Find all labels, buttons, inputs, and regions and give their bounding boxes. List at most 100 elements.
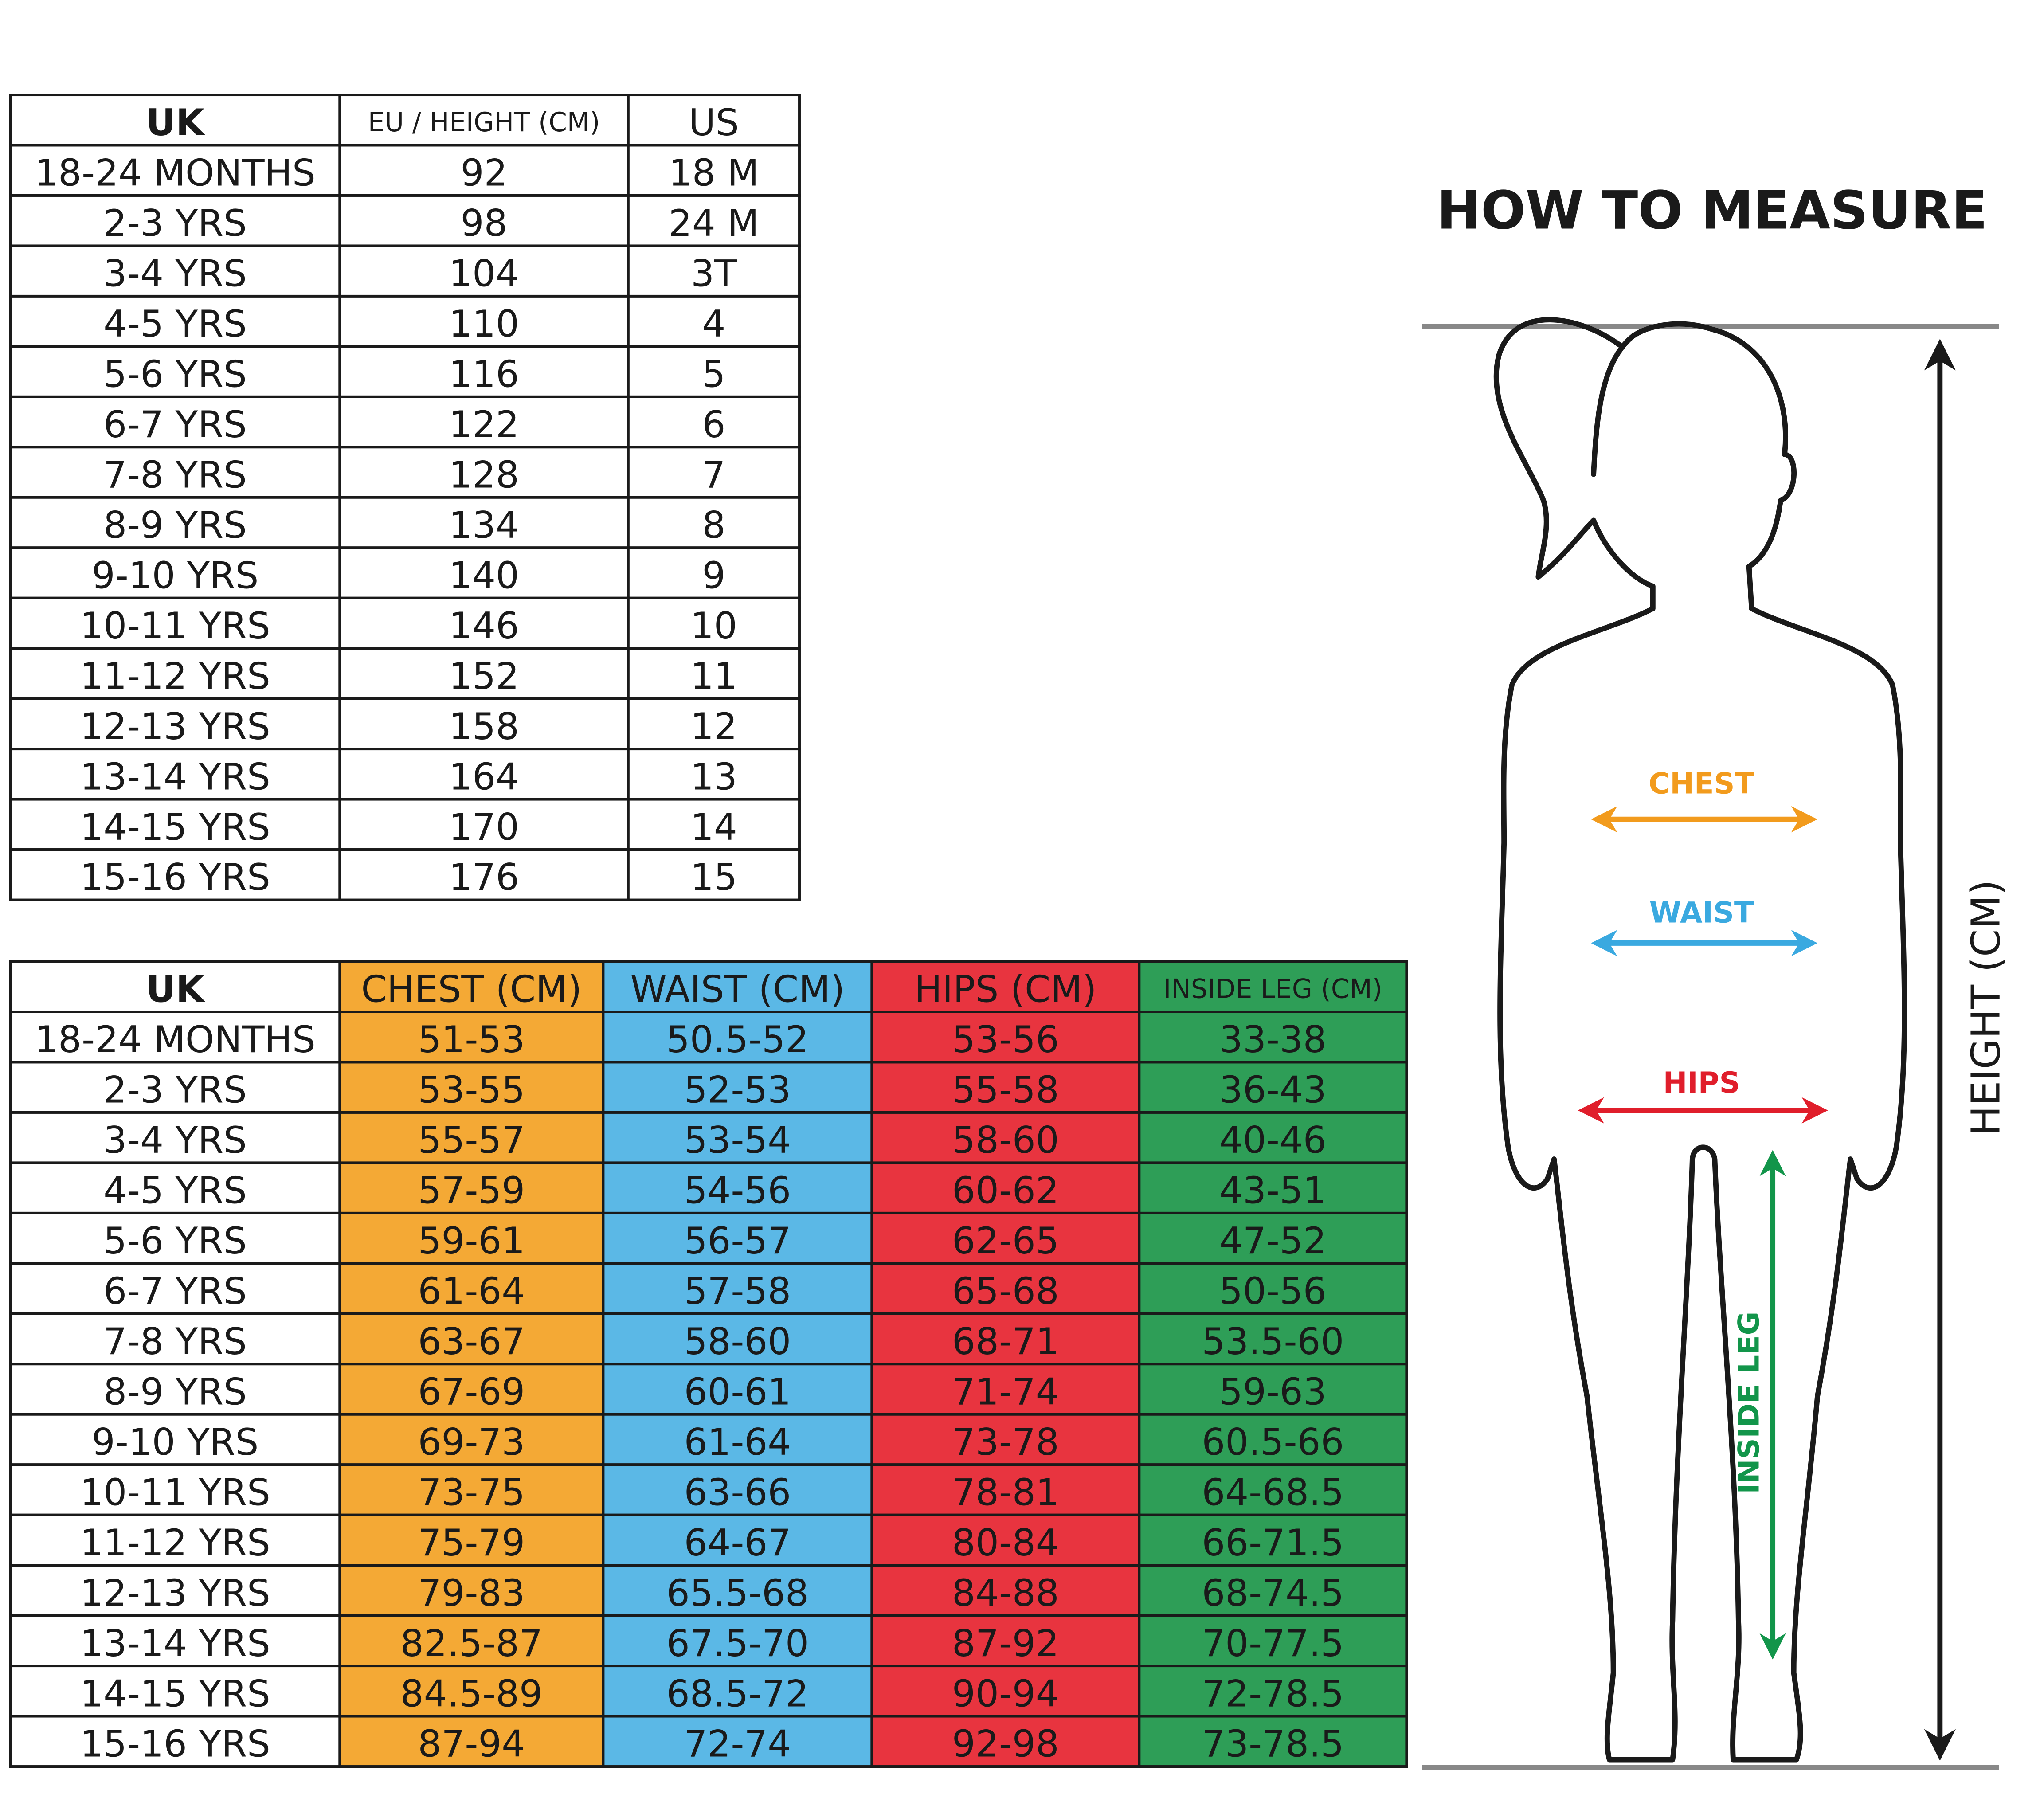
cell-text: 116	[449, 353, 519, 396]
cell-text: 98	[461, 202, 508, 245]
cell-text: 59-61	[418, 1219, 525, 1262]
table-cell	[602, 1161, 873, 1214]
cell-text: 7-8 YRS	[103, 1320, 247, 1363]
cell-text: 63-66	[684, 1471, 791, 1514]
cell-text: 10-11 YRS	[80, 604, 270, 647]
cell-text: 128	[449, 453, 519, 496]
table-cell	[338, 1614, 605, 1668]
header-text: US	[689, 101, 739, 144]
table-cell	[870, 1262, 1141, 1315]
cell-text: 9-10 YRS	[92, 554, 259, 597]
cell-text: 11-12 YRS	[80, 1521, 270, 1564]
cell-text: 68-71	[952, 1320, 1059, 1363]
table-cell	[602, 1715, 873, 1768]
cell-text: 6-7 YRS	[103, 403, 247, 446]
waist-label: WAIST	[1649, 896, 1754, 930]
table-cell	[627, 144, 801, 197]
cell-text: 73-78.5	[1202, 1723, 1344, 1766]
cell-text: 60-62	[952, 1169, 1059, 1212]
table-cell	[627, 647, 801, 700]
table-cell	[1138, 1564, 1408, 1617]
table-cell	[1138, 1262, 1408, 1315]
table-cell	[1138, 1513, 1408, 1567]
cell-text: 71-74	[952, 1370, 1059, 1413]
cell-text: 33-38	[1219, 1018, 1327, 1061]
table-cell	[338, 596, 630, 650]
table-cell	[602, 1463, 873, 1516]
inside-leg-label: INSIDE LEG	[1732, 1312, 1766, 1494]
cell-text: 79-83	[418, 1571, 525, 1614]
cell-text: 3-4 YRS	[103, 1119, 247, 1162]
cell-text: 3-4 YRS	[103, 252, 247, 295]
table-cell	[1138, 1011, 1408, 1064]
table-cell	[1138, 1413, 1408, 1466]
cell-text: 11	[690, 654, 737, 697]
table-cell	[338, 1715, 605, 1768]
chest-label: CHEST	[1649, 767, 1754, 801]
cell-text: 53-56	[952, 1018, 1059, 1061]
table-cell	[338, 244, 630, 298]
cell-text: 84-88	[952, 1571, 1059, 1614]
cell-text: 72-74	[684, 1723, 791, 1766]
cell-text: 84.5-89	[400, 1672, 543, 1715]
cell-text: 63-67	[418, 1320, 525, 1363]
cell-text: 14-15 YRS	[80, 806, 270, 849]
cell-text: 82.5-87	[400, 1622, 543, 1665]
table-cell	[627, 848, 801, 901]
cell-text: 4	[702, 302, 725, 345]
cell-text: 2-3 YRS	[103, 1069, 247, 1112]
cell-text: 164	[449, 755, 519, 798]
table-cell	[602, 1262, 873, 1315]
cell-text: 5-6 YRS	[103, 1219, 247, 1262]
table-cell	[627, 546, 801, 599]
cell-text: 134	[449, 504, 519, 547]
cell-text: 50.5-52	[666, 1018, 809, 1061]
cell-text: 62-65	[952, 1219, 1059, 1262]
cell-text: 51-53	[418, 1018, 525, 1061]
cell-text: 67.5-70	[666, 1622, 809, 1665]
header-cell	[627, 94, 801, 147]
cell-text: 18 M	[669, 152, 759, 195]
cell-text: 52-53	[684, 1069, 791, 1112]
cell-text: 6-7 YRS	[103, 1270, 247, 1313]
cell-text: 140	[449, 554, 519, 597]
height-label: HEIGHT (CM)	[1963, 880, 2009, 1136]
table-cell	[602, 1111, 873, 1164]
cell-text: 13-14 YRS	[80, 755, 270, 798]
cell-text: 2-3 YRS	[103, 202, 247, 245]
table-cell	[627, 294, 801, 348]
table-cell	[1138, 1715, 1408, 1768]
table-cell	[338, 345, 630, 398]
table-cell	[9, 1262, 341, 1315]
table-cell	[602, 1665, 873, 1718]
cell-text: 11-12 YRS	[80, 654, 270, 697]
cell-text: 43-51	[1219, 1169, 1327, 1212]
table-cell	[9, 1413, 341, 1466]
cell-text: 14-15 YRS	[80, 1672, 270, 1715]
cell-text: 4-5 YRS	[103, 302, 247, 345]
table-cell	[9, 546, 341, 599]
header-text: UK	[146, 968, 206, 1011]
table-cell	[627, 596, 801, 650]
table-cell	[9, 647, 341, 700]
table-cell	[602, 1413, 873, 1466]
header-text: INSIDE LEG (CM)	[1163, 974, 1382, 1005]
cell-text: 8-9 YRS	[103, 1370, 247, 1413]
table-cell	[870, 1061, 1141, 1114]
table-cell	[9, 1312, 341, 1366]
cell-text: 67-69	[418, 1370, 525, 1413]
cell-text: 15-16 YRS	[80, 856, 270, 899]
cell-text: 18-24 MONTHS	[35, 152, 316, 195]
cell-text: 104	[449, 252, 519, 295]
cell-text: 65-68	[952, 1270, 1059, 1313]
table-cell	[1138, 1363, 1408, 1416]
cell-text: 58-60	[684, 1320, 791, 1363]
cell-text: 9	[702, 554, 725, 597]
cell-text: 18-24 MONTHS	[35, 1018, 316, 1061]
cell-text: 36-43	[1219, 1069, 1327, 1112]
cell-text: 53.5-60	[1202, 1320, 1344, 1363]
cell-text: 55-58	[952, 1069, 1059, 1112]
cell-text: 73-78	[952, 1421, 1059, 1464]
